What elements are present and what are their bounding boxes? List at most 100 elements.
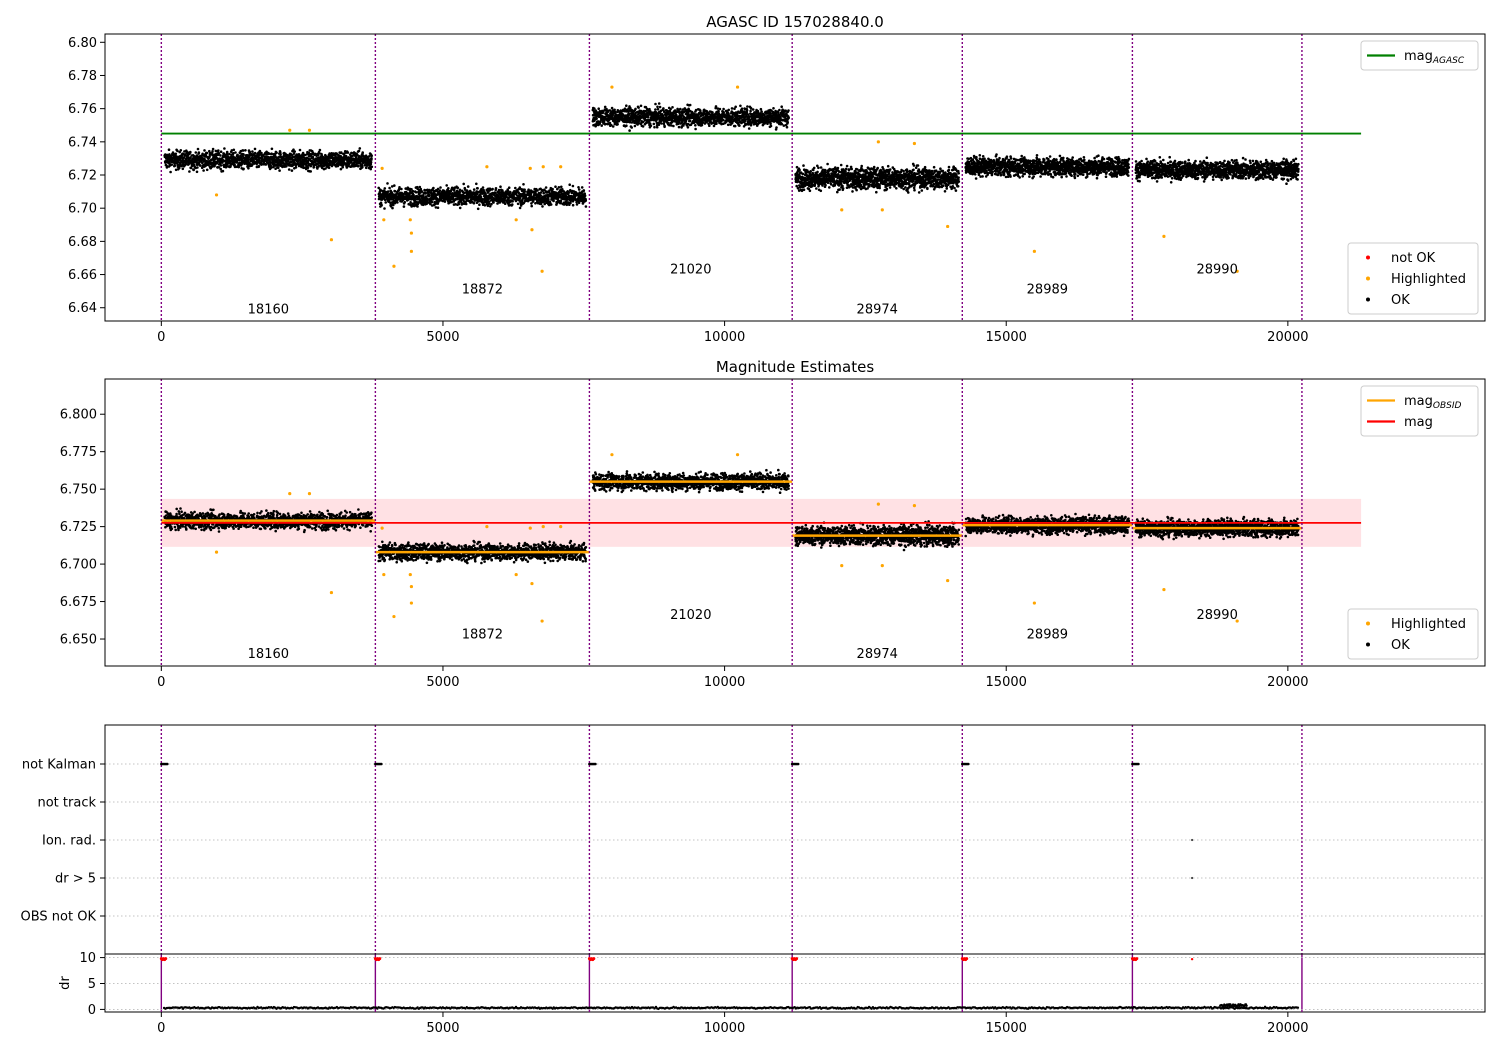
ok-point <box>361 165 364 169</box>
ok-point <box>551 187 554 191</box>
ok-point <box>694 124 697 127</box>
ok-point <box>244 149 247 152</box>
ok-point <box>787 116 790 120</box>
ok-point <box>530 204 533 208</box>
ok-point <box>833 184 837 187</box>
ok-point <box>600 124 603 127</box>
ok-point <box>808 189 812 193</box>
ok-point <box>871 174 875 178</box>
ok-point <box>819 189 823 193</box>
ok-point <box>475 182 478 186</box>
ok-point <box>613 110 617 114</box>
ok-point <box>306 166 310 169</box>
ok-point <box>536 189 539 192</box>
ok-point <box>677 125 681 129</box>
ok-point <box>694 127 697 131</box>
ok-point <box>663 125 666 129</box>
ok-point <box>242 167 245 171</box>
ok-point <box>201 161 204 165</box>
ok-point <box>309 164 313 168</box>
ok-point <box>549 203 553 206</box>
ok-point <box>522 183 525 186</box>
ok-point <box>798 168 801 172</box>
agasc-mag-panel: AGASC ID 157028840.0 1816018872210202897… <box>68 13 1486 345</box>
ok-point <box>868 183 871 186</box>
ok-point <box>487 202 491 206</box>
ok-point <box>886 164 890 168</box>
ok-point <box>393 184 396 187</box>
ok-point <box>722 107 725 111</box>
ok-point <box>196 166 199 169</box>
ok-point <box>294 166 298 169</box>
ok-point <box>717 109 720 113</box>
ok-point <box>847 168 851 172</box>
ok-point <box>552 199 555 203</box>
ok-point <box>819 166 823 169</box>
ok-point <box>287 168 291 171</box>
ok-point <box>654 108 657 111</box>
ok-point <box>722 118 725 122</box>
ok-point <box>802 188 806 191</box>
ok-point <box>257 164 261 168</box>
ok-point <box>657 102 661 105</box>
ok-point <box>383 187 387 190</box>
ok-point <box>633 124 637 128</box>
ok-point <box>182 156 186 159</box>
panel-title: AGASC ID 157028840.0 <box>706 13 884 31</box>
ok-point <box>472 201 476 205</box>
ok-point <box>714 105 718 108</box>
ok-point <box>223 147 226 150</box>
ok-point <box>583 194 587 197</box>
ok-point <box>630 126 633 129</box>
ok-point <box>778 108 781 112</box>
ok-point <box>577 188 581 191</box>
ok-point <box>170 163 174 166</box>
ok-point <box>826 162 829 166</box>
ok-point <box>557 186 561 189</box>
ok-point <box>253 151 257 155</box>
ok-point <box>298 148 302 152</box>
ok-point <box>196 147 200 151</box>
ok-point <box>411 189 415 193</box>
ok-point <box>616 122 619 126</box>
ok-point <box>327 166 331 170</box>
ok-point <box>481 186 485 189</box>
ok-point <box>205 151 209 155</box>
ok-point <box>746 105 749 108</box>
ok-point <box>876 166 879 170</box>
ok-point <box>221 169 225 173</box>
ok-point <box>225 150 229 154</box>
ok-point <box>192 168 195 172</box>
ok-point <box>476 187 479 190</box>
ok-point <box>756 109 760 113</box>
ok-point <box>679 107 682 111</box>
ok-point <box>821 184 824 187</box>
ok-point <box>438 189 442 192</box>
ok-point <box>370 157 373 160</box>
ok-point <box>649 124 653 128</box>
ok-point <box>571 203 575 207</box>
ok-point <box>279 153 282 156</box>
ok-point <box>841 187 845 190</box>
ok-point <box>169 170 172 174</box>
ok-point <box>801 172 805 176</box>
ok-point <box>403 200 407 204</box>
ok-point <box>653 125 656 129</box>
ok-point <box>544 186 548 189</box>
ok-point <box>253 147 257 151</box>
ok-point <box>210 158 213 161</box>
ok-point <box>613 108 616 112</box>
ok-point <box>830 183 833 186</box>
ok-point <box>219 150 223 153</box>
ok-point <box>809 170 812 173</box>
ok-point <box>483 204 487 207</box>
ok-point <box>688 119 692 123</box>
ok-point <box>499 185 502 188</box>
ok-point <box>184 162 188 165</box>
ok-point <box>194 151 198 154</box>
ok-point <box>577 201 581 204</box>
ok-point <box>542 191 545 195</box>
ok-point <box>686 126 690 129</box>
ok-point <box>369 160 373 164</box>
